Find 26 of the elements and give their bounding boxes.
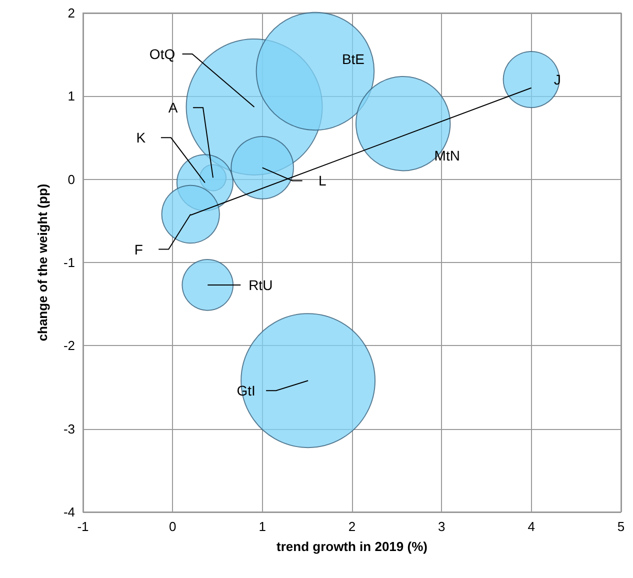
- annotation: GtI: [236, 382, 256, 399]
- x-tick-label: 3: [438, 519, 446, 534]
- annotation: RtU: [248, 276, 273, 293]
- x-tick-label: 0: [169, 519, 176, 534]
- y-tick-label: 2: [68, 6, 75, 20]
- x-tick-label: -1: [77, 519, 89, 534]
- y-tick-label: -2: [63, 338, 75, 354]
- annotation: A: [168, 100, 178, 116]
- annotation: MtN: [434, 148, 460, 164]
- y-tick-label: -1: [63, 255, 75, 270]
- annotation: K: [136, 130, 146, 146]
- x-tick-label: 2: [348, 519, 356, 534]
- annotation: F: [134, 241, 143, 258]
- x-tick-label: 1: [258, 519, 266, 534]
- x-tick-label: 4: [528, 519, 535, 534]
- y-tick-label: 1: [68, 88, 75, 104]
- x-axis-title: trend growth in 2019 (%): [276, 539, 428, 554]
- x-tick-label: 5: [617, 519, 625, 534]
- annotation: BtE: [342, 51, 365, 68]
- annotation: L: [318, 172, 326, 189]
- y-tick-label: -4: [63, 504, 75, 520]
- annotation: OtQ: [149, 46, 176, 62]
- y-axis-title: change of the weight (pp): [35, 184, 50, 342]
- y-tick-label: 0: [68, 172, 75, 187]
- y-tick-label: -3: [63, 421, 75, 436]
- annotation: J: [554, 72, 561, 88]
